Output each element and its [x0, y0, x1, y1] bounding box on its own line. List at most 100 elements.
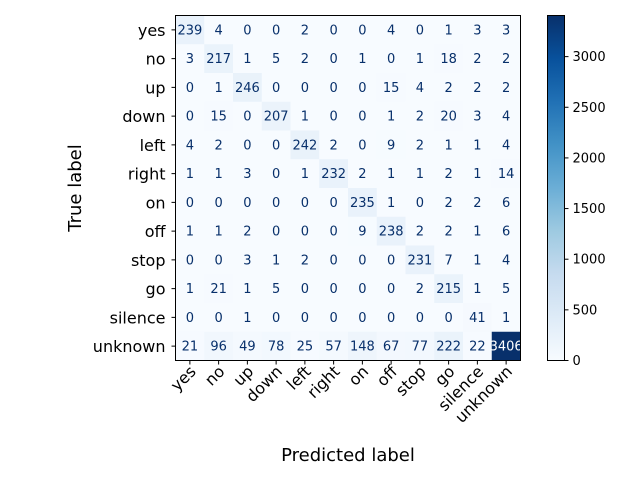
cell-value-label: 4 [502, 253, 510, 268]
cell-value-label: 207 [264, 110, 289, 125]
heatmap-cell [233, 331, 263, 361]
cell-value-label: 96 [210, 340, 227, 355]
heatmap-cell [491, 303, 521, 333]
heatmap-cell [405, 274, 435, 304]
y-tick-label: up [145, 78, 165, 97]
cell-value-label: 0 [272, 196, 280, 211]
heatmap-cell [319, 44, 349, 74]
heatmap-cell [463, 303, 493, 333]
heatmap-cell [376, 331, 406, 361]
cell-value-label: 3 [473, 110, 481, 125]
heatmap-cell [348, 130, 378, 160]
heatmap-cell [261, 15, 291, 45]
y-tick-label: down [122, 107, 165, 126]
y-tick-label: on [146, 193, 166, 212]
heatmap-cell [175, 216, 205, 246]
heatmap-cell [319, 159, 349, 189]
cell-value-labels: 239 4 0 0 2 0 0 4 0 1 3 33 217 1 5 2 0 1 0 1 18 2 20 1 246 0 0 0 0 15… [177, 23, 522, 354]
heatmap-cell [463, 73, 493, 103]
heatmap-cell [348, 245, 378, 275]
cell-value-label: 0 [416, 23, 424, 38]
cell-value-label: 2 [358, 167, 366, 182]
cell-value-label: 2 [416, 282, 424, 297]
cell-value-label: 0 [358, 138, 366, 153]
heatmap-cell [463, 101, 493, 131]
colorbar-tick-label: 1500 [573, 202, 606, 217]
cell-value-label: 1 [243, 282, 251, 297]
heatmap-cell [491, 130, 521, 160]
x-tick-label: yes [167, 362, 200, 395]
heatmap-cell [434, 331, 464, 361]
heatmap-cell [491, 245, 521, 275]
cell-value-label: 0 [186, 81, 194, 96]
cell-value-label: 0 [243, 138, 251, 153]
heatmap-cell [290, 216, 320, 246]
cell-value-label: 0 [329, 52, 337, 67]
heatmap-cell [348, 331, 378, 361]
x-tick-label: stop [392, 362, 430, 400]
heatmap-cell [376, 159, 406, 189]
cell-value-label: 4 [186, 138, 194, 153]
x-tick-label: right [303, 362, 343, 402]
heatmap-cell [319, 331, 349, 361]
heatmap-cell [405, 130, 435, 160]
matrix-frame [175, 15, 521, 361]
heatmap-cell [204, 331, 234, 361]
heatmap-cell [491, 159, 521, 189]
heatmap-cell [463, 245, 493, 275]
heatmap-cell [434, 73, 464, 103]
cell-value-label: 6 [502, 196, 510, 211]
cell-value-label: 2 [416, 110, 424, 125]
cell-value-label: 2 [444, 196, 452, 211]
heatmap-cell [434, 188, 464, 218]
cell-value-label: 0 [387, 52, 395, 67]
cell-value-label: 49 [239, 340, 256, 355]
cell-value-label: 21 [210, 282, 227, 297]
heatmap-cells [175, 15, 521, 361]
heatmap-cell [175, 274, 205, 304]
cell-value-label: 0 [214, 253, 222, 268]
cell-value-label: 3 [186, 52, 194, 67]
cell-value-label: 18 [440, 52, 457, 67]
heatmap-cell [175, 331, 205, 361]
x-axis-label: Predicted label [281, 445, 415, 466]
heatmap-cell [348, 274, 378, 304]
heatmap-cell [405, 15, 435, 45]
heatmap-cell [175, 15, 205, 45]
cell-value-label: 1 [186, 167, 194, 182]
cell-value-label: 0 [358, 311, 366, 326]
cell-value-label: 0 [214, 196, 222, 211]
cell-value-label: 222 [436, 340, 461, 355]
cell-value-label: 0 [329, 23, 337, 38]
cell-value-label: 1 [444, 23, 452, 38]
heatmap-cell [233, 245, 263, 275]
heatmap-cell [376, 216, 406, 246]
heatmap-cell [290, 73, 320, 103]
cell-value-label: 15 [383, 81, 400, 96]
cell-value-label: 0 [358, 282, 366, 297]
colorbar-tick-label: 500 [573, 303, 598, 318]
heatmap-cell [434, 15, 464, 45]
cell-value-label: 15 [210, 110, 227, 125]
heatmap-cell [175, 188, 205, 218]
cell-value-label: 67 [383, 340, 400, 355]
heatmap-cell [290, 188, 320, 218]
x-tick-label: on [345, 362, 373, 390]
heatmap-cell [463, 15, 493, 45]
heatmap-cell [434, 159, 464, 189]
heatmap-cell [204, 245, 234, 275]
cell-value-label: 3 [473, 23, 481, 38]
heatmap-cell [463, 274, 493, 304]
cell-value-label: 5 [502, 282, 510, 297]
heatmap-cell [233, 303, 263, 333]
heatmap-cell [376, 44, 406, 74]
cell-value-label: 0 [358, 23, 366, 38]
cell-value-label: 41 [469, 311, 486, 326]
cell-value-label: 0 [301, 225, 309, 240]
heatmap-cell [463, 130, 493, 160]
heatmap-cell [261, 73, 291, 103]
heatmap-cell [463, 331, 493, 361]
cell-value-label: 1 [473, 167, 481, 182]
heatmap-cell [376, 73, 406, 103]
